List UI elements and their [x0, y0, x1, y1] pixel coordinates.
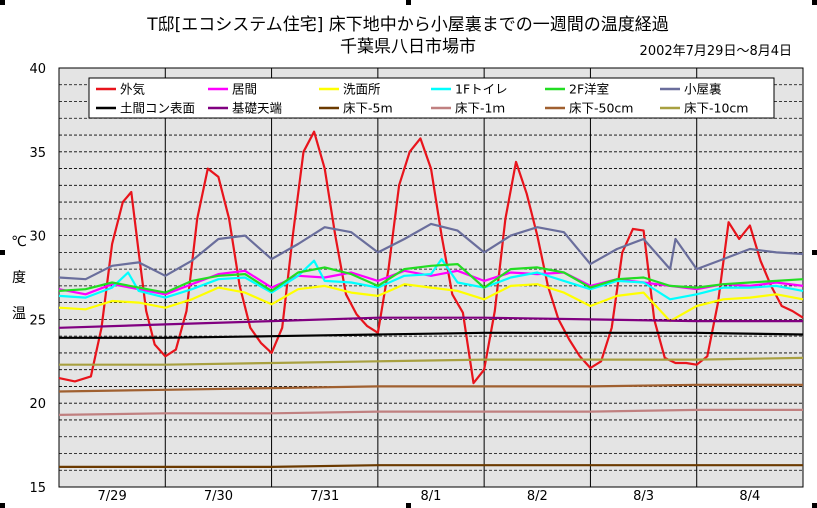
series-lines	[58, 130, 804, 468]
y-tick-label: 35	[29, 146, 46, 161]
chart-title: T邸[エコシステム住宅] 床下地中から小屋裏までの一週間の温度経過	[146, 14, 669, 35]
y-tick-label: 15	[29, 481, 46, 496]
series-line-6	[58, 222, 804, 281]
date-range: 2002年7月29日～8月4日	[640, 44, 792, 59]
legend-entry: 土間コン表面	[120, 101, 195, 116]
plot-area	[58, 67, 804, 488]
y-axis-label: 温 度 ℃	[11, 234, 27, 322]
legend-entry: 1Fトイレ	[455, 82, 508, 97]
y-tick-label: 40	[29, 62, 46, 77]
legend-entry: 洗面所	[343, 82, 381, 97]
legend-entry: 床下-10cm	[684, 101, 748, 116]
series-line-8	[58, 316, 803, 329]
x-tick-label: 8/4	[739, 489, 760, 504]
legend-entry: 基礎天端	[232, 101, 282, 116]
y-axis-label-char-3: ℃	[11, 234, 27, 250]
legend-box	[88, 77, 775, 119]
y-tick-label: 20	[29, 397, 46, 412]
x-tick-label: 7/29	[98, 489, 127, 504]
x-tick-label: 8/2	[527, 489, 548, 504]
series-line-10	[58, 408, 803, 416]
series-line-5	[58, 263, 804, 294]
y-axis-label-char-1: 温	[12, 306, 26, 322]
x-tick-label: 8/1	[421, 489, 442, 504]
legend-entry: 小屋裏	[684, 82, 722, 97]
series-line-12	[59, 356, 804, 366]
legend-entry: 床下-50cm	[569, 101, 633, 116]
x-tick-label: 7/31	[310, 489, 339, 504]
x-tick-label: 8/3	[633, 489, 654, 504]
legend-entry: 外気	[120, 82, 145, 97]
x-tick-label: 7/30	[204, 489, 233, 504]
series-line-9	[59, 464, 803, 468]
series-line-3	[58, 283, 804, 323]
y-tick-label: 30	[29, 230, 46, 245]
legend-entry: 床下-5m	[343, 101, 393, 116]
y-axis-label-char-2: 度	[12, 270, 26, 286]
legend-entry: 床下-1ｍ	[455, 101, 505, 116]
grid-lines	[59, 68, 803, 487]
series-line-7	[59, 331, 804, 339]
chart-subtitle: 千葉県八日市場市	[340, 37, 476, 57]
series-line-4	[58, 258, 804, 301]
series-line-11	[58, 383, 803, 393]
y-axis-ticks: 15 20 25 30 35 40	[29, 62, 46, 496]
y-tick-label: 25	[29, 313, 46, 328]
x-axis-ticks: 7/29 7/30 7/31 8/1 8/2 8/3 8/4	[98, 489, 761, 504]
legend-entry: 2F洋室	[569, 82, 609, 97]
legend-entry: 居間	[232, 82, 257, 97]
